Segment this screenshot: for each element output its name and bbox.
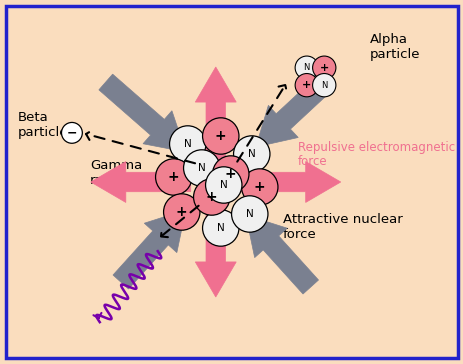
Circle shape (202, 118, 238, 154)
Text: particle: particle (369, 48, 419, 61)
Circle shape (294, 56, 318, 79)
Text: force: force (282, 228, 316, 241)
Text: +: + (301, 80, 311, 90)
FancyArrow shape (245, 215, 318, 294)
Text: N: N (197, 163, 205, 173)
Text: particle: particle (18, 126, 69, 139)
Circle shape (312, 74, 335, 97)
Text: N: N (245, 209, 253, 219)
Text: Alpha: Alpha (369, 33, 407, 46)
Text: ray: ray (90, 174, 111, 187)
Text: +: + (225, 167, 236, 181)
Circle shape (212, 156, 249, 192)
Text: +: + (168, 170, 179, 184)
Text: force: force (297, 155, 327, 168)
FancyArrow shape (195, 67, 236, 162)
Circle shape (241, 169, 277, 205)
Text: −: − (67, 126, 77, 139)
Circle shape (62, 122, 82, 143)
Circle shape (202, 210, 238, 246)
Text: Gamma: Gamma (90, 159, 142, 172)
Circle shape (294, 74, 318, 97)
Text: N: N (183, 139, 191, 149)
Circle shape (312, 56, 335, 79)
Text: N: N (320, 81, 327, 90)
Circle shape (169, 126, 206, 162)
Circle shape (231, 196, 268, 232)
Text: N: N (303, 63, 309, 72)
Text: N: N (219, 180, 227, 190)
Text: +: + (206, 190, 217, 204)
FancyArrow shape (91, 162, 190, 202)
Circle shape (183, 150, 219, 186)
FancyArrow shape (240, 162, 340, 202)
Text: Repulsive electromagnetic: Repulsive electromagnetic (297, 141, 454, 154)
Text: Beta: Beta (18, 111, 49, 124)
FancyArrow shape (99, 74, 185, 152)
Circle shape (163, 194, 200, 230)
Circle shape (205, 167, 241, 203)
Text: N: N (247, 149, 255, 159)
Circle shape (193, 179, 230, 215)
FancyArrow shape (113, 210, 185, 289)
Text: +: + (319, 63, 328, 73)
Text: +: + (214, 129, 226, 143)
Text: +: + (175, 205, 187, 219)
Text: +: + (253, 180, 265, 194)
Text: Attractive nuclear: Attractive nuclear (282, 213, 402, 226)
Circle shape (155, 159, 192, 195)
FancyArrow shape (255, 74, 332, 147)
FancyArrow shape (195, 202, 236, 297)
Circle shape (233, 136, 269, 172)
Text: N: N (216, 223, 224, 233)
